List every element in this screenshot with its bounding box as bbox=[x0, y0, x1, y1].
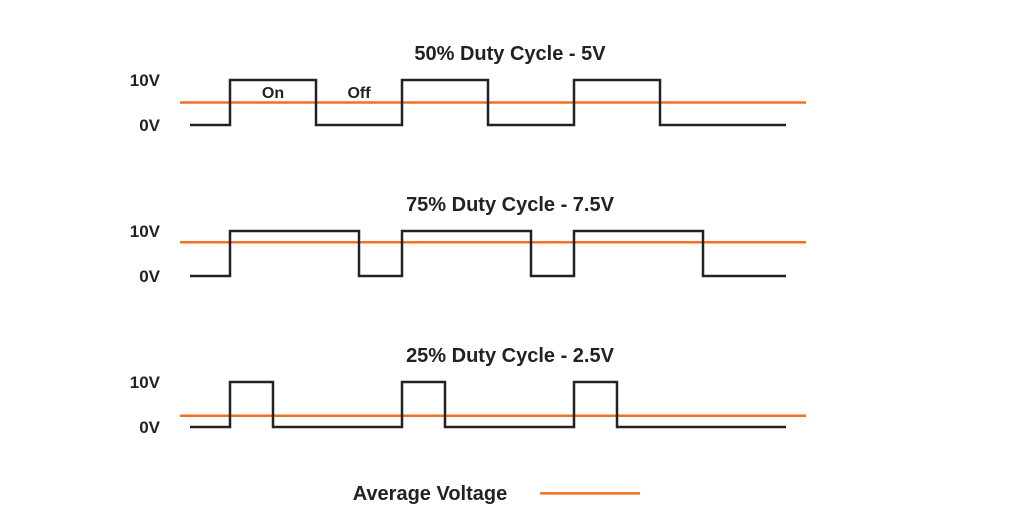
diagram-svg: 50% Duty Cycle - 5V 10V 0V On Off 75% Duty Cy… bbox=[0, 0, 1018, 529]
waveform-2-high-label: 10V bbox=[130, 373, 161, 392]
waveform-0-off-label: Off bbox=[347, 85, 371, 102]
legend: Average Voltage bbox=[353, 483, 640, 505]
waveform-0-on-label: On bbox=[262, 85, 284, 102]
waveform-0: 50% Duty Cycle - 5V 10V 0V On Off bbox=[130, 43, 806, 135]
waveform-1: 75% Duty Cycle - 7.5V 10V 0V bbox=[130, 194, 806, 286]
legend-label: Average Voltage bbox=[353, 483, 508, 505]
waveform-0-high-label: 10V bbox=[130, 71, 161, 90]
waveform-0-low-label: 0V bbox=[139, 116, 160, 135]
pwm-duty-cycle-diagram: 50% Duty Cycle - 5V 10V 0V On Off 75% Duty Cy… bbox=[0, 0, 1018, 529]
waveform-1-wave bbox=[190, 231, 786, 276]
waveform-2: 25% Duty Cycle - 2.5V 10V 0V bbox=[130, 345, 806, 437]
waveform-2-title: 25% Duty Cycle - 2.5V bbox=[406, 345, 615, 367]
waveform-1-high-label: 10V bbox=[130, 222, 161, 241]
waveform-1-title: 75% Duty Cycle - 7.5V bbox=[406, 194, 615, 216]
waveform-2-low-label: 0V bbox=[139, 418, 160, 437]
waveform-0-title: 50% Duty Cycle - 5V bbox=[414, 43, 606, 65]
waveform-1-low-label: 0V bbox=[139, 267, 160, 286]
waveform-2-wave bbox=[190, 382, 786, 427]
